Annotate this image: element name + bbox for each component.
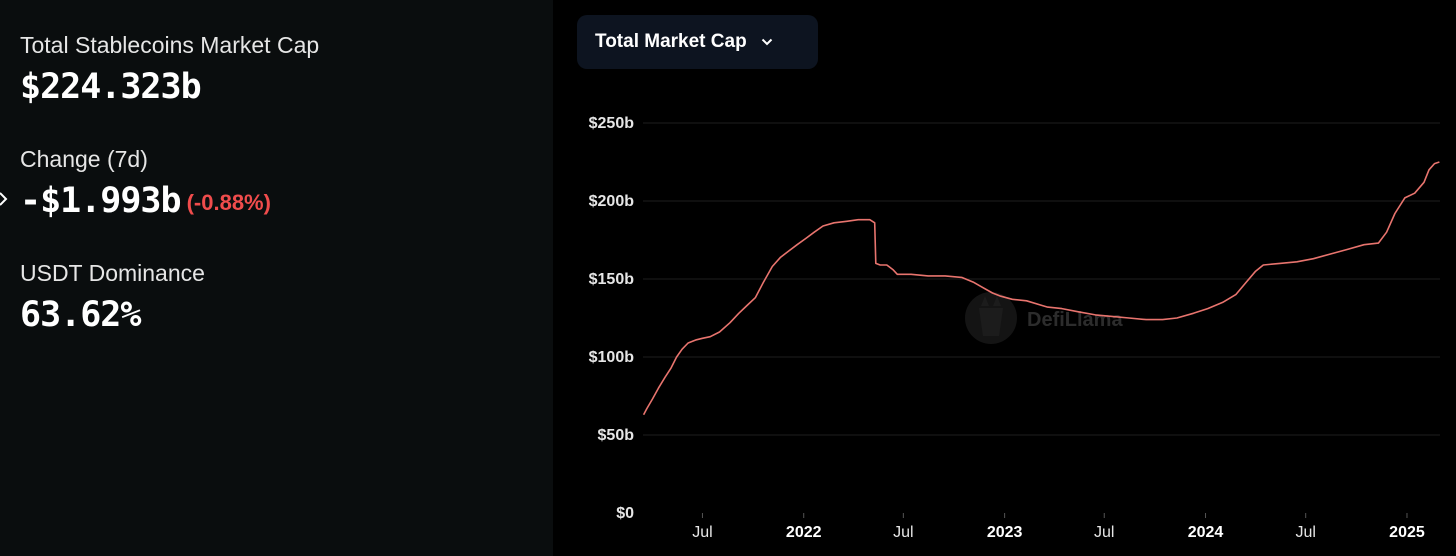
x-tick-label-month: Jul <box>893 524 913 541</box>
change-row: -$1.993b (-0.88%) <box>20 184 271 219</box>
market-cap-value: $224.323b <box>20 67 202 107</box>
chart-area: Total Market Cap DefiLlama $0 $50b $100b $1… <box>553 0 1456 556</box>
x-tick-label-year: 2024 <box>1188 524 1224 541</box>
x-tick-label-month: Jul <box>1094 524 1114 541</box>
watermark-text: DefiLlama <box>1027 309 1123 331</box>
metric-dropdown[interactable]: Total Market Cap <box>577 15 818 69</box>
grid-lines <box>643 122 1440 436</box>
x-tick-label-month: Jul <box>692 524 712 541</box>
y-tick-label: $100b <box>589 349 635 366</box>
market-cap-label: Total Stablecoins Market Cap <box>20 32 320 58</box>
y-tick-label: $50b <box>598 427 635 444</box>
change-label: Change (7d) <box>20 146 148 172</box>
y-tick-label: $150b <box>589 271 635 288</box>
series-line <box>642 161 1440 416</box>
watermark: DefiLlama <box>965 292 1123 344</box>
chevron-down-icon <box>761 38 772 46</box>
dropdown-label: Total Market Cap <box>595 31 747 52</box>
y-tick-label: $200b <box>589 193 635 210</box>
market-cap-chart[interactable]: DefiLlama $0 $50b $100b $150b $200b $250b Jul… <box>553 0 1456 556</box>
y-tick-label: $250b <box>589 115 635 132</box>
stats-panel: Total Stablecoins Market Cap $224.323b C… <box>0 0 553 556</box>
llama-head-shape <box>979 296 1003 336</box>
dominance-label: USDT Dominance <box>20 260 205 286</box>
y-tick-label: $0 <box>616 505 634 522</box>
x-tick-label-month: Jul <box>1295 524 1315 541</box>
y-axis: $0 $50b $100b $150b $200b $250b <box>589 115 635 522</box>
x-tick-label-year: 2025 <box>1389 524 1425 541</box>
dominance-value: 63.62% <box>20 295 141 335</box>
x-axis: Jul 2022 Jul 2023 Jul 2024 Jul 2025 <box>692 513 1425 541</box>
change-value: -$1.993b <box>20 181 182 221</box>
change-percent: (-0.88%) <box>186 190 271 215</box>
chevron-right-icon[interactable] <box>0 190 12 208</box>
x-tick-label-year: 2023 <box>987 524 1023 541</box>
x-tick-label-year: 2022 <box>786 524 822 541</box>
